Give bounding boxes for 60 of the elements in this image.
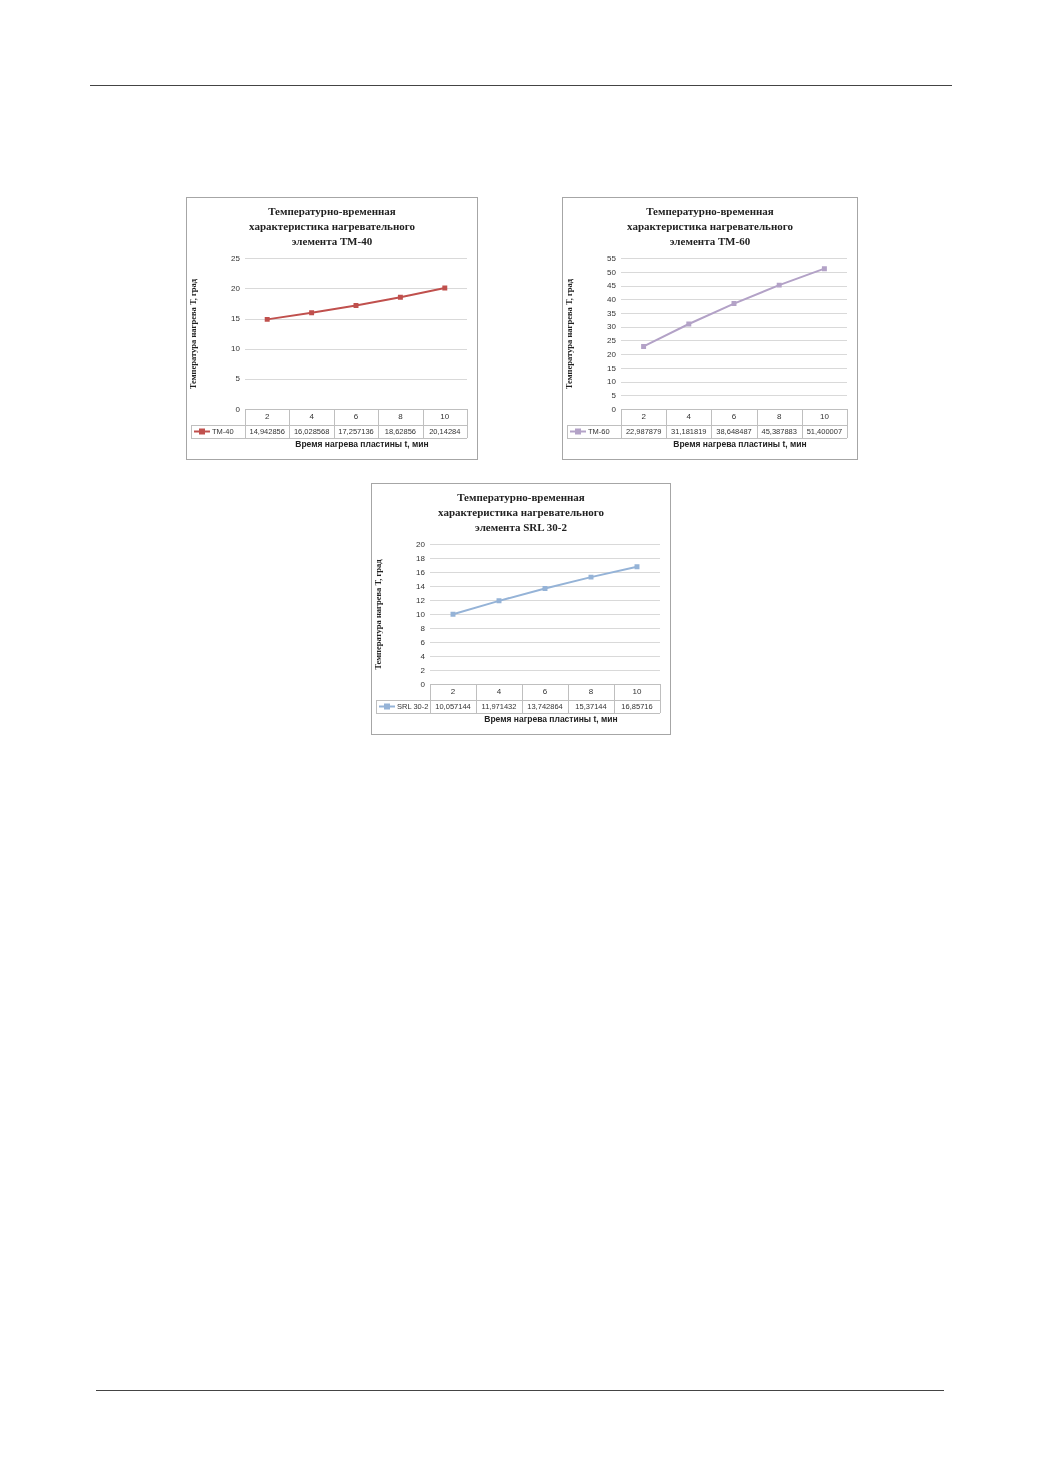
x-tick-label: 2 [450, 687, 456, 697]
point [264, 316, 270, 322]
y-axis-title: Температура нагрева Т, град [564, 278, 575, 390]
y-tick-label: 16 [416, 567, 426, 577]
y-tick-label: 20 [607, 349, 617, 359]
y-tick-label: 5 [611, 390, 617, 400]
point [309, 310, 315, 316]
point [641, 343, 647, 349]
x-tick-label: 10 [440, 412, 450, 422]
x-tick-label: 10 [632, 687, 642, 697]
chart-title: Температурно-временная характеристика нагревательного элемента ТМ-40 [248, 204, 416, 249]
y-tick-label: 35 [607, 308, 617, 318]
y-tick-label: 6 [420, 637, 426, 647]
x-tick-label: 4 [496, 687, 502, 697]
y-axis-title: Температура нагрева Т, град [188, 278, 199, 390]
x-axis-title: Время нагрева пластины t, мин [294, 439, 430, 449]
y-axis-title: Температура нагрева Т, град [373, 558, 384, 670]
x-tick-label: 10 [819, 412, 830, 422]
point [776, 282, 782, 288]
y-tick-label: 12 [416, 595, 426, 605]
y-tick-label: 0 [420, 679, 426, 689]
y-tick-label: 0 [235, 404, 241, 414]
y-tick-label: 2 [420, 665, 426, 675]
x-tick-label: 2 [641, 412, 647, 422]
chart-title: Температурно-временная характеристика нагревательного элемента SRL 30-2 [437, 490, 605, 535]
point [821, 266, 827, 272]
x-tick-label: 8 [588, 687, 594, 697]
x-tick-label: 8 [776, 412, 782, 422]
x-tick-label: 6 [731, 412, 737, 422]
y-tick-label: 45 [607, 281, 617, 291]
y-tick-label: 5 [235, 374, 241, 384]
y-tick-label: 18 [416, 553, 426, 563]
y-tick-label: 0 [611, 404, 617, 414]
y-tick-label: 20 [416, 540, 426, 549]
x-tick-label: 4 [686, 412, 692, 422]
point [397, 294, 403, 300]
y-tick-label: 15 [231, 314, 241, 324]
y-tick-label: 25 [231, 254, 241, 263]
y-tick-label: 50 [607, 267, 617, 277]
y-tick-label: 4 [420, 651, 426, 661]
x-tick-label: 6 [542, 687, 548, 697]
x-tick-label: 2 [264, 412, 270, 422]
y-tick-label: 15 [607, 363, 617, 373]
y-tick-label: 10 [607, 377, 617, 387]
point [442, 285, 448, 291]
x-axis-title: Время нагрева пластины t, мин [483, 714, 619, 724]
y-tick-label: 55 [607, 254, 617, 263]
y-tick-label: 20 [231, 284, 241, 294]
chart-title: Температурно-временная характеристика нагревательного элемента ТМ-60 [626, 204, 794, 249]
x-tick-label: 6 [353, 412, 359, 422]
y-tick-label: 14 [416, 581, 426, 591]
y-tick-label: 10 [416, 609, 426, 619]
y-tick-label: 25 [607, 336, 617, 346]
x-axis-title: Время нагрева пластины t, мин [672, 439, 808, 449]
y-tick-label: 40 [607, 295, 617, 305]
y-tick-label: 10 [231, 344, 241, 354]
x-tick-label: 4 [309, 412, 315, 422]
x-tick-label: 8 [398, 412, 404, 422]
y-tick-label: 30 [607, 322, 617, 332]
y-tick-label: 8 [420, 623, 426, 633]
